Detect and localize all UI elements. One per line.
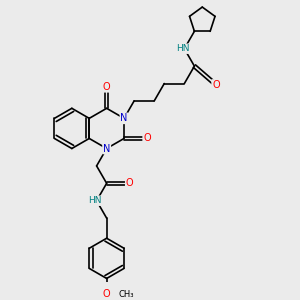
Text: O: O [103,82,110,92]
Text: HN: HN [88,196,102,205]
Text: O: O [126,178,134,188]
Text: O: O [103,290,110,299]
Text: O: O [212,80,220,90]
Text: N: N [120,113,128,123]
Text: CH₃: CH₃ [119,290,134,299]
Text: HN: HN [176,44,190,53]
Text: O: O [143,134,151,143]
Text: N: N [103,143,110,154]
